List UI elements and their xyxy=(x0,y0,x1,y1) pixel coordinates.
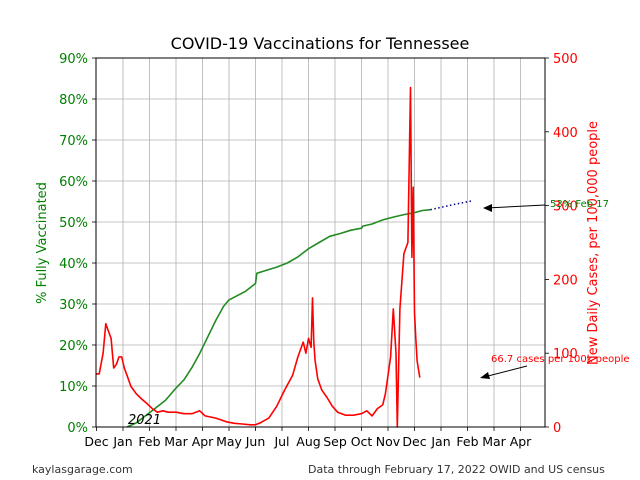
annotation-arrowhead-cases xyxy=(480,372,490,379)
right-axis: 0 100 200 300 400 500 xyxy=(545,52,578,436)
left-tick-label: 80% xyxy=(59,93,88,108)
x-tick-label: Dec xyxy=(402,434,426,449)
left-tick-label: 10% xyxy=(59,380,88,395)
x-tick-label: Mar xyxy=(164,434,188,449)
x-tick-label: Oct xyxy=(351,434,373,449)
year-label: 2021 xyxy=(128,413,161,428)
left-tick-label: 30% xyxy=(59,298,88,313)
x-tick-label: Mar xyxy=(482,434,506,449)
series-layer xyxy=(96,86,473,428)
left-tick-label: 40% xyxy=(59,257,88,272)
annotation-vaccinated: 53% Feb 17 xyxy=(550,199,609,210)
right-tick-label: 100 xyxy=(553,347,578,362)
grid xyxy=(96,58,545,427)
left-axis: 0% 10% 20% 30% 40% 50% 60% 70% 80% 90% xyxy=(59,52,96,436)
right-tick-label: 300 xyxy=(553,200,578,215)
x-tick-label: Apr xyxy=(510,434,532,449)
annotation-layer: 53% Feb 17 66.7 cases per 100k people xyxy=(480,199,630,379)
left-tick-label: 0% xyxy=(67,421,88,436)
annotation-arrowhead-vaccinated xyxy=(483,204,492,212)
annotation-arrow-cases xyxy=(483,365,528,378)
x-axis: Dec Jan Feb Mar Apr May Jun Jul Aug Sep Oct Nov Dec J… xyxy=(84,427,532,449)
x-tick-label: Jul xyxy=(273,434,289,449)
x-tick-label: Feb xyxy=(456,434,478,449)
x-tick-label: Feb xyxy=(138,434,160,449)
right-tick-label: 500 xyxy=(553,52,578,67)
x-tick-label: Jan xyxy=(430,434,450,449)
annotation-cases: 66.7 cases per 100k people xyxy=(491,354,630,365)
series-line-0 xyxy=(126,208,431,428)
x-tick-label: May xyxy=(216,434,242,449)
series-line-2 xyxy=(96,86,421,428)
x-tick-label: Apr xyxy=(192,434,214,449)
right-axis-label: New Daily Cases, per 100,000 people xyxy=(586,121,601,365)
right-tick-label: 400 xyxy=(553,126,578,141)
footer-note: Data through February 17, 2022 OWID and … xyxy=(308,463,605,476)
plot-frame xyxy=(95,57,546,428)
left-tick-label: 20% xyxy=(59,339,88,354)
x-tick-label: Jun xyxy=(245,434,266,449)
right-tick-label: 0 xyxy=(553,421,561,436)
left-tick-label: 70% xyxy=(59,134,88,149)
x-tick-label: Nov xyxy=(376,434,401,449)
x-tick-label: Dec xyxy=(84,434,108,449)
left-tick-label: 90% xyxy=(59,52,88,67)
x-tick-label: Aug xyxy=(296,434,320,449)
left-tick-label: 60% xyxy=(59,175,88,190)
left-axis-label: % Fully Vaccinated xyxy=(35,182,50,304)
annotation-arrow-vaccinated xyxy=(485,204,546,209)
x-tick-label: Jan xyxy=(112,434,132,449)
chart-title: COVID-19 Vaccinations for Tennessee xyxy=(171,34,470,53)
footer-source: kaylasgarage.com xyxy=(32,463,133,476)
series-line-1 xyxy=(430,199,473,211)
left-tick-label: 50% xyxy=(59,216,88,231)
x-tick-label: Sep xyxy=(323,434,347,449)
right-tick-label: 200 xyxy=(553,273,578,288)
